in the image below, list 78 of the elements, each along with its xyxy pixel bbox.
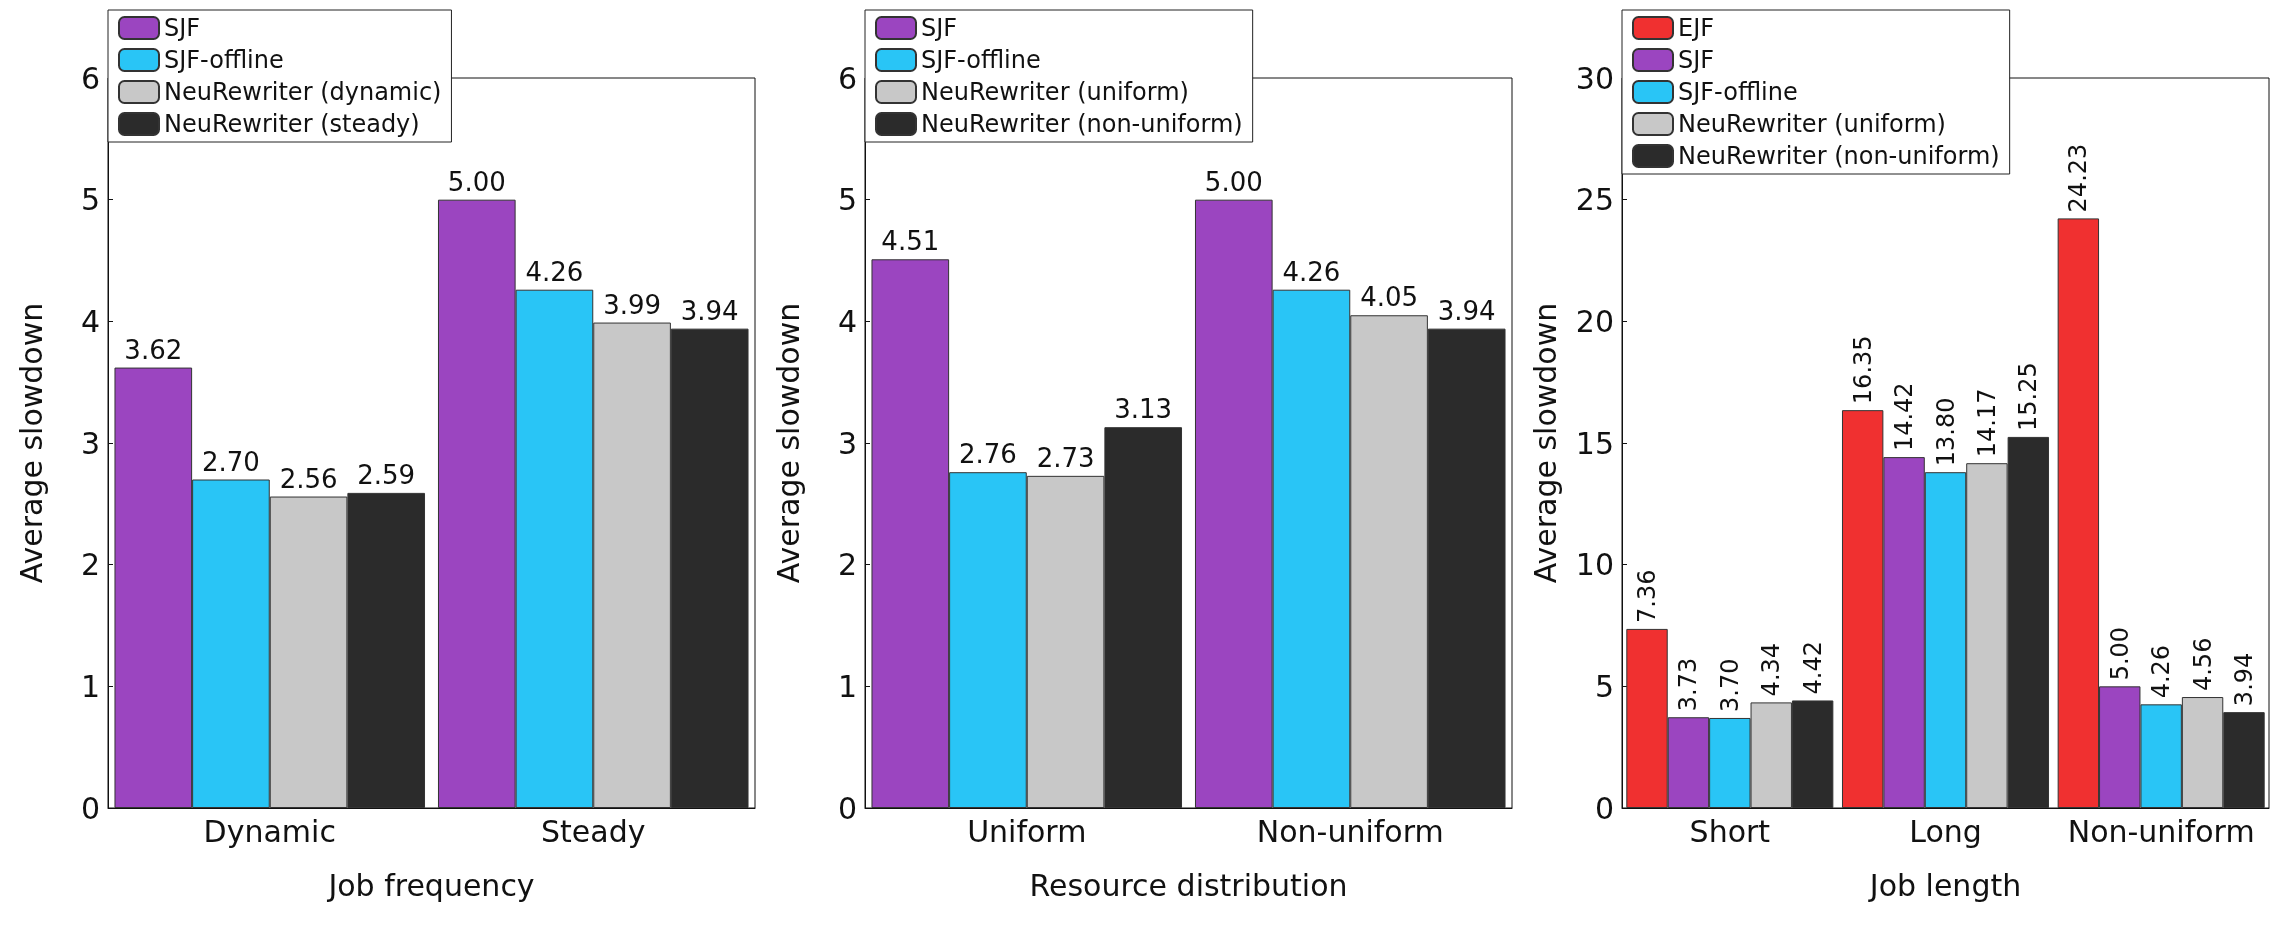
y-tick-label: 2	[837, 547, 857, 583]
y-tick-label: 5	[1594, 668, 1614, 704]
data-label: 3.94	[680, 295, 739, 326]
y-axis-title: Average slowdown	[13, 302, 49, 584]
y-tick-label: 6	[837, 60, 857, 96]
y-tick-label: 0	[1594, 790, 1614, 826]
data-label: 4.26	[525, 256, 584, 287]
x-tick-label: Uniform	[967, 813, 1087, 849]
x-tick-label: Non-uniform	[2067, 813, 2255, 849]
data-label: 2.59	[357, 459, 416, 490]
x-axis-title: Resource distribution	[1029, 867, 1348, 903]
y-tick-label: 0	[837, 790, 857, 826]
legend-label: NeuRewriter (non-uniform)	[921, 110, 1243, 138]
y-tick-label: 5	[837, 182, 857, 218]
data-label: 14.17	[1972, 388, 2001, 458]
data-label: 4.42	[1798, 641, 1827, 695]
data-label: 15.25	[2014, 362, 2043, 431]
x-axis-title: Job length	[1867, 867, 2022, 903]
y-tick-label: 30	[1575, 60, 1614, 96]
data-label: 14.42	[1890, 382, 1919, 452]
data-label: 5.00	[1204, 166, 1263, 197]
x-tick-label: Short	[1689, 813, 1771, 849]
y-tick-label: 1	[80, 668, 100, 704]
legend-label: SJF	[164, 14, 201, 42]
data-label: 3.94	[2229, 652, 2258, 707]
y-axis-title: Average slowdown	[1527, 302, 1563, 584]
y-tick-label: 3	[837, 425, 857, 461]
y-tick-label: 3	[80, 425, 100, 461]
x-tick-label: Dynamic	[203, 813, 336, 849]
data-label: 4.34	[1757, 642, 1786, 697]
data-label: 3.70	[1715, 658, 1744, 712]
data-label: 4.56	[2188, 637, 2217, 692]
data-label: 4.26	[1282, 256, 1341, 287]
legend-label: NeuRewriter (dynamic)	[164, 78, 442, 106]
legend-label: NeuRewriter (uniform)	[1678, 110, 1946, 138]
data-label: 24.23	[2064, 143, 2093, 213]
y-tick-label: 4	[80, 303, 100, 339]
data-label: 4.26	[2147, 644, 2176, 699]
y-tick-label: 5	[80, 182, 100, 218]
legend-label: NeuRewriter (uniform)	[921, 78, 1189, 106]
data-label: 16.35	[1848, 335, 1877, 405]
legend-label: SJF-offline	[921, 46, 1041, 74]
y-tick-label: 15	[1575, 425, 1614, 461]
data-label: 2.73	[1036, 442, 1095, 473]
legend-label: SJF-offline	[1678, 78, 1798, 106]
data-label: 2.56	[279, 463, 338, 494]
data-label: 2.70	[201, 446, 260, 477]
x-tick-label: Long	[1909, 813, 1982, 849]
x-tick-label: Non-uniform	[1256, 813, 1444, 849]
data-label: 3.13	[1114, 394, 1173, 425]
y-axis-title: Average slowdown	[770, 302, 806, 584]
legend-label: NeuRewriter (non-uniform)	[1678, 142, 2000, 170]
data-label: 13.80	[1931, 397, 1960, 467]
y-tick-label: 2	[80, 547, 100, 583]
data-label: 7.36	[1633, 569, 1662, 623]
data-label: 5.00	[447, 166, 506, 197]
y-tick-label: 10	[1575, 547, 1614, 583]
data-label: 3.94	[1437, 295, 1496, 326]
legend-label: SJF	[921, 14, 958, 42]
y-tick-label: 25	[1575, 182, 1614, 218]
data-label: 4.51	[881, 226, 940, 257]
y-tick-label: 6	[80, 60, 100, 96]
y-tick-label: 4	[837, 303, 857, 339]
x-axis-title: Job frequency	[326, 867, 535, 903]
legend-label: NeuRewriter (steady)	[164, 110, 420, 138]
data-label: 5.00	[2105, 626, 2134, 681]
legend-label: SJF	[1678, 46, 1715, 74]
data-label: 2.76	[958, 439, 1017, 470]
data-label: 4.05	[1360, 282, 1419, 313]
y-tick-label: 20	[1575, 303, 1614, 339]
data-label: 3.99	[603, 289, 662, 320]
y-tick-label: 1	[837, 668, 857, 704]
data-label: 3.73	[1674, 657, 1703, 712]
x-tick-label: Steady	[541, 813, 646, 849]
y-tick-label: 0	[80, 790, 100, 826]
legend-label: SJF-offline	[164, 46, 284, 74]
legend-label: EJF	[1678, 14, 1715, 42]
data-label: 3.62	[124, 334, 183, 365]
